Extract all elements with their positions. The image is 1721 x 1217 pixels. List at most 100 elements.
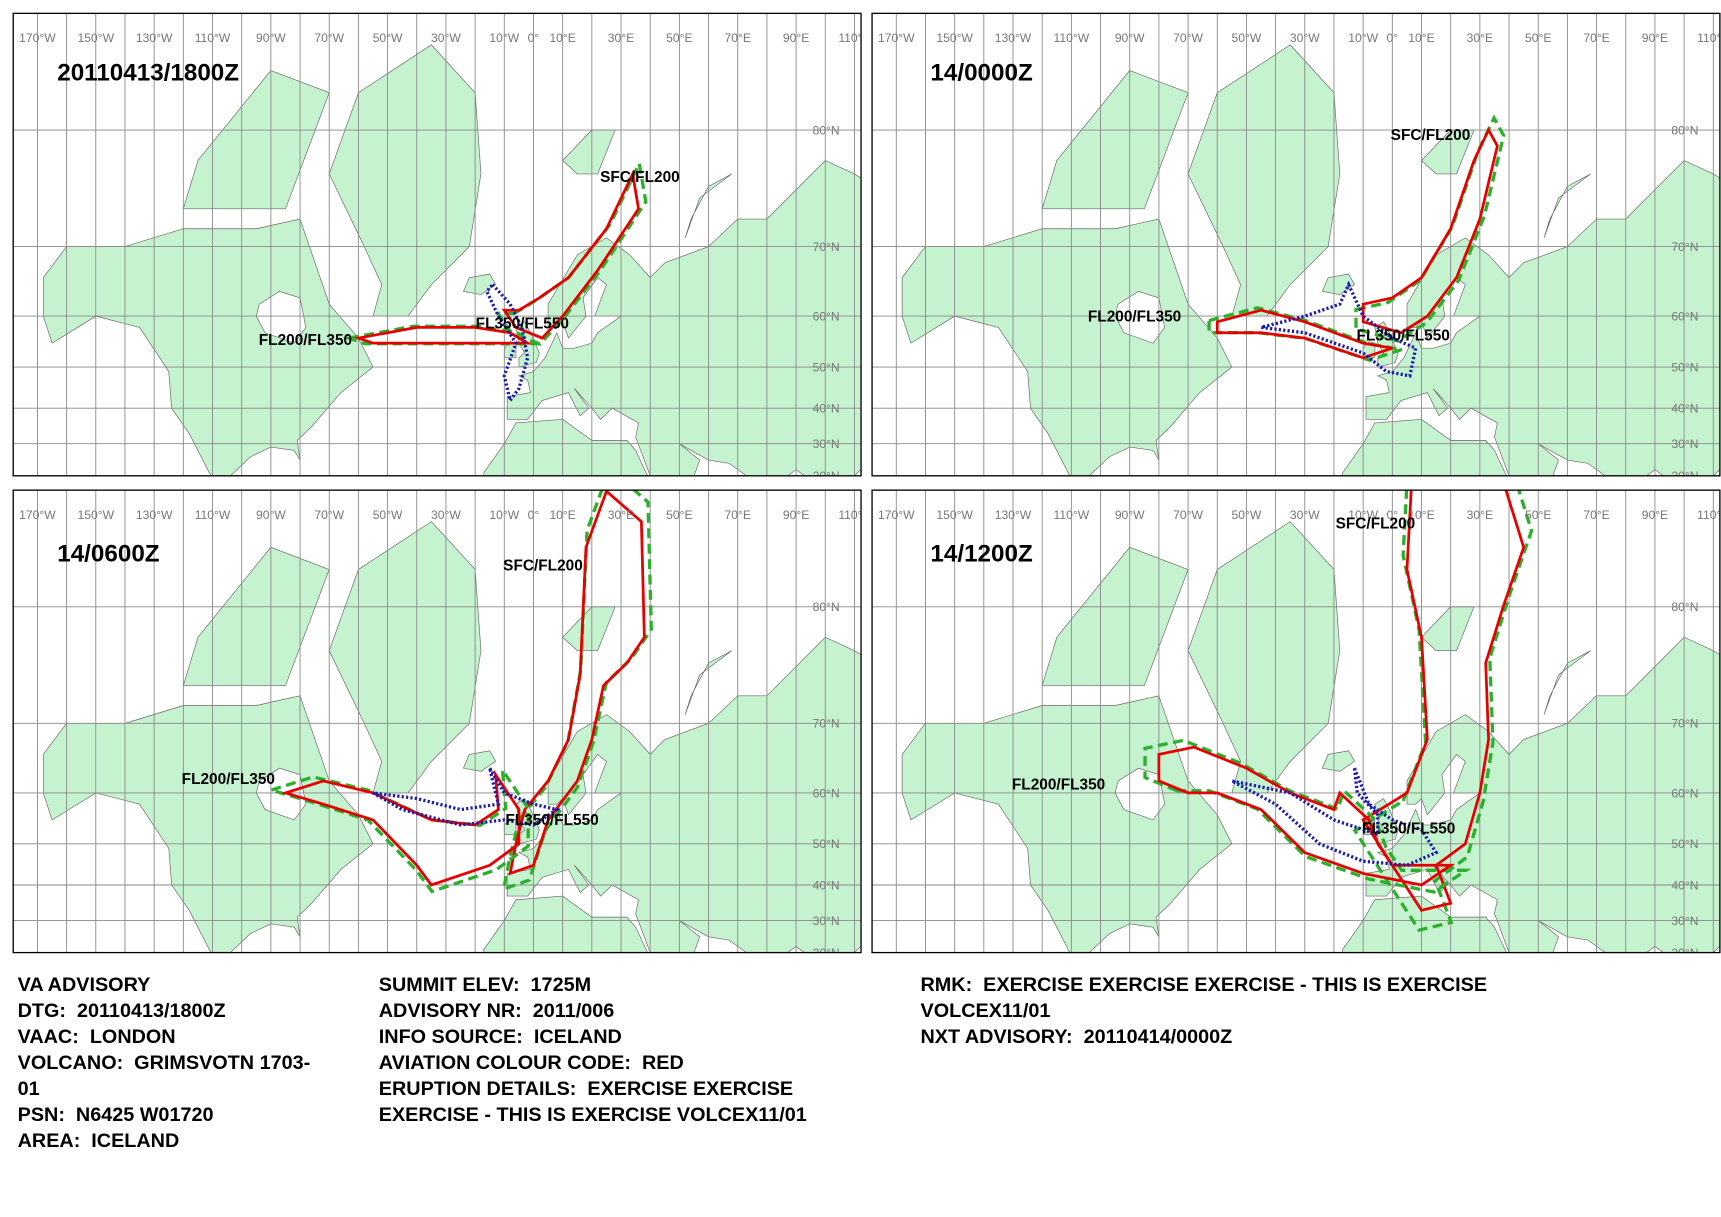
longitude-label: 0° <box>1387 31 1399 45</box>
advisory-line: 01 <box>18 1078 40 1100</box>
map-content: 170°W 150°W 130°W 110°W 90°W 70°W 50°W 30°W 10°W… <box>872 490 1721 953</box>
longitude-label: 30°W <box>431 508 461 522</box>
panel-border <box>12 489 862 954</box>
longitude-label: 70°E <box>1583 508 1609 522</box>
longitude-label: 50°W <box>373 31 403 45</box>
longitude-label: 10°E <box>549 508 575 522</box>
map-panel: 170°W 150°W 130°W 110°W 90°W 70°W 50°W 30°W 10°W… <box>871 489 1721 954</box>
longitude-label: 50°W <box>373 508 403 522</box>
longitude-label: 50°E <box>1525 31 1551 45</box>
longitude-label: 170°W <box>19 508 56 522</box>
longitude-label: 110°E <box>1697 508 1721 522</box>
latitude-label: 70°N <box>813 717 840 731</box>
advisory-line: ADVISORY NR: 2011/006 <box>379 1000 614 1022</box>
longitude-label: 30°E <box>1467 31 1493 45</box>
observed-red <box>1361 490 1526 912</box>
longitude-label: 150°W <box>936 31 973 45</box>
map-panel: 170°W 150°W 130°W 110°W 90°W 70°W 50°W 30°W 10°W… <box>12 12 870 483</box>
latitude-label: 80°N <box>813 123 840 137</box>
longitude-label: 70°W <box>1173 31 1203 45</box>
longitude-label: 170°W <box>878 31 915 45</box>
flight-level-label: FL200/FL350 <box>259 332 352 349</box>
flight-level-label: FL350/FL550 <box>505 812 598 829</box>
longitude-label: 90°E <box>783 31 809 45</box>
advisory-line: SUMMIT ELEV: 1725M <box>379 974 591 996</box>
longitude-label: 10°W <box>489 31 519 45</box>
longitude-label: 110°W <box>1054 31 1090 45</box>
latitude-label: 50°N <box>813 360 840 374</box>
flight-level-label: SFC/FL200 <box>1336 516 1416 533</box>
longitude-label: 70°E <box>1583 31 1609 45</box>
longitude-label: 130°W <box>136 31 173 45</box>
land <box>1342 418 1507 476</box>
latitude-label: 50°N <box>813 837 840 851</box>
land <box>1321 750 1355 772</box>
latitude-label: 70°N <box>1671 717 1698 731</box>
longitude-label: 50°W <box>1232 508 1262 522</box>
longitude-label: 70°W <box>1173 508 1203 522</box>
advisory-line: INFO SOURCE: ICELAND <box>379 1026 622 1048</box>
land <box>1421 129 1475 175</box>
advisory-line: VOLCEX11/01 <box>921 1000 1051 1022</box>
longitude-label: 0° <box>1387 508 1399 522</box>
land <box>483 895 648 953</box>
latitude-label: 30°N <box>1671 437 1698 451</box>
high-level-blue <box>1260 280 1418 378</box>
longitude-label: 30°W <box>1290 31 1320 45</box>
valid-time: 20110413/1800Z <box>57 60 239 87</box>
flight-level-label: FL350/FL550 <box>476 315 569 332</box>
advisory-line: RMK: EXERCISE EXERCISE EXERCISE - THIS I… <box>921 974 1488 996</box>
latitude-label: 20°N <box>1671 469 1698 483</box>
longitude-label: 90°W <box>256 31 286 45</box>
longitude-label: 130°W <box>136 508 173 522</box>
panel-border <box>12 12 862 477</box>
advisory-line: AVIATION COLOUR CODE: RED <box>379 1052 684 1074</box>
map-panel: 170°W 150°W 130°W 110°W 90°W 70°W 50°W 30°W 10°W… <box>12 489 862 960</box>
longitude-label: 50°E <box>1525 508 1551 522</box>
observed-red <box>508 490 646 876</box>
latitude-label: 20°N <box>813 946 840 960</box>
longitude-label: 10°E <box>549 31 575 45</box>
longitude-label: 110°E <box>838 31 870 45</box>
flight-level-label: SFC/FL200 <box>600 169 680 186</box>
longitude-label: 0° <box>528 508 540 522</box>
observed-red <box>280 769 521 887</box>
advisory-line: EXERCISE - THIS IS EXERCISE VOLCEX11/01 <box>379 1104 807 1126</box>
land <box>901 218 1233 476</box>
bay <box>1114 291 1166 344</box>
longitude-label: 110°W <box>195 508 231 522</box>
land <box>42 218 374 476</box>
longitude-label: 150°W <box>78 508 115 522</box>
map-content: 170°W 150°W 130°W 110°W 90°W 70°W 50°W 30°W 10°W… <box>872 13 1720 483</box>
longitude-label: 10°E <box>1408 508 1434 522</box>
flight-level-label: FL200/FL350 <box>1088 309 1181 326</box>
panel-border <box>871 489 1721 954</box>
bay <box>1114 767 1166 821</box>
flight-level-label: SFC/FL200 <box>503 558 583 575</box>
latitude-label: 60°N <box>1671 786 1698 800</box>
latitude-label: 40°N <box>813 402 840 416</box>
longitude-label: 90°W <box>1115 508 1145 522</box>
land <box>1187 521 1341 794</box>
longitude-label: 10°E <box>1408 31 1434 45</box>
latitude-label: 30°N <box>1671 914 1698 928</box>
latitude-label: 80°N <box>1671 123 1698 137</box>
forecast-green <box>495 158 648 346</box>
longitude-label: 10°W <box>1348 508 1378 522</box>
land <box>42 695 374 953</box>
flight-level-label: FL350/FL550 <box>1362 821 1455 838</box>
longitude-label: 30°E <box>1467 508 1493 522</box>
forecast-green <box>1143 738 1472 894</box>
latitude-label: 50°N <box>1671 360 1698 374</box>
latitude-label: 60°N <box>813 786 840 800</box>
flight-level-label: FL350/FL550 <box>1357 327 1450 344</box>
land <box>483 418 648 476</box>
advisory-line: AREA: ICELAND <box>18 1130 180 1152</box>
observed-red <box>501 169 640 340</box>
latitude-label: 80°N <box>1671 600 1698 614</box>
latitude-label: 20°N <box>813 469 840 483</box>
longitude-label: 170°W <box>19 31 56 45</box>
latitude-label: 40°N <box>1671 402 1698 416</box>
latitude-label: 40°N <box>1671 878 1698 892</box>
